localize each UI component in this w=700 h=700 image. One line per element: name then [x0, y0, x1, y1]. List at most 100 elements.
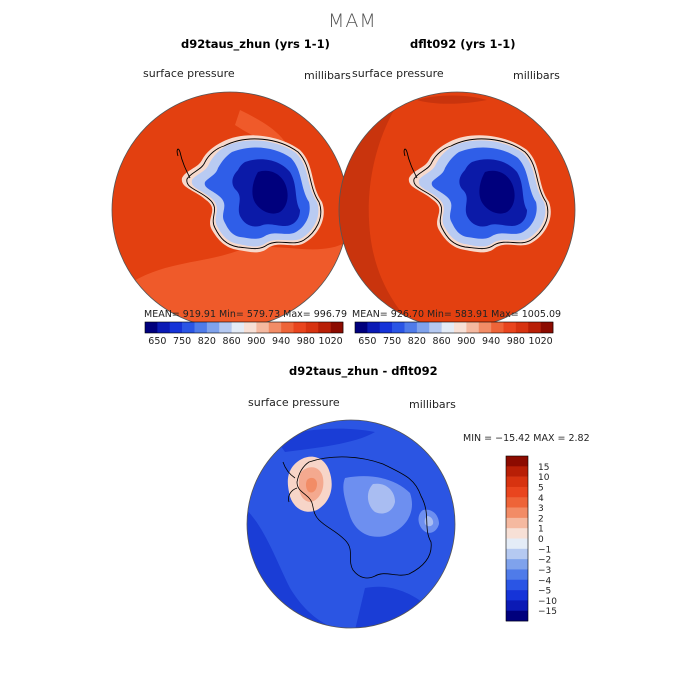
panel1-colorbar-tick-label: 650	[148, 336, 166, 347]
panel1-colorbar-swatch	[268, 322, 282, 333]
panel2-colorbar-tick-label: 900	[457, 336, 475, 347]
panel2-colorbar-swatch	[392, 322, 405, 333]
panel2-colorbar-swatch	[441, 322, 455, 333]
panel1-colorbar-swatch	[330, 322, 344, 333]
panel1-colorbar-tick-label: 980	[297, 336, 315, 347]
panel2-colorbar-swatch	[429, 322, 442, 333]
panel2-colorbar-tick-label: 650	[358, 336, 376, 347]
panel1-colorbar-swatch	[231, 322, 245, 333]
panel1-colorbar-swatch	[206, 322, 220, 333]
panel3-colorbar-tick-label: −5	[538, 587, 551, 597]
panel1-units-label: millibars	[304, 69, 351, 82]
panel3-colorbar-swatch	[506, 507, 528, 519]
panel3-colorbar-swatch	[506, 456, 528, 467]
panel3-colorbar-tick-label: 15	[538, 463, 549, 473]
panel1-colorbar-swatch	[169, 322, 183, 333]
panel3-colorbar-swatch	[506, 579, 528, 591]
panel1-colorbar-swatch	[219, 322, 232, 333]
panel3-colorbar-swatch	[506, 486, 528, 498]
panel2-colorbar-swatch	[466, 322, 480, 333]
panel2-units-label: millibars	[513, 69, 560, 82]
panel3-stats: MIN = −15.42 MAX = 2.82	[463, 433, 590, 444]
panel2-title: dflt092 (yrs 1-1)	[410, 37, 516, 51]
panel3-colorbar-tick-label: 0	[538, 535, 544, 545]
panel3-colorbar-swatch	[506, 610, 528, 622]
panel3-colorbar-tick-label: 4	[538, 494, 544, 504]
panel1-interior-core	[252, 170, 288, 214]
panel3-colorbar-swatch	[506, 497, 528, 508]
panel2-colorbar-tick-label: 980	[507, 336, 525, 347]
panel3-colorbar-tick-label: 10	[538, 473, 550, 483]
panel1-colorbar-swatch	[305, 322, 319, 333]
panel2-colorbar-tick-label: 860	[433, 336, 451, 347]
panel3-colorbar-swatch	[506, 590, 528, 601]
panel3-colorbar-swatch	[506, 517, 528, 529]
panel2-colorbar-swatch	[515, 322, 529, 333]
panel3-colorbar-tick-label: −15	[538, 607, 557, 617]
panel1-title: d92taus_zhun (yrs 1-1)	[181, 37, 330, 51]
panel3-units-label: millibars	[409, 398, 456, 411]
panel1-colorbar-swatch	[256, 322, 270, 333]
panel3-title: d92taus_zhun - dflt092	[289, 364, 438, 378]
panel2-colorbar-swatch	[416, 322, 430, 333]
panel2-colorbar-swatch	[355, 322, 368, 333]
panel2-colorbar-swatch	[478, 322, 492, 333]
panel2-colorbar-tick-label: 750	[383, 336, 401, 347]
panel3-colorbar-tick-label: 2	[538, 514, 544, 524]
panel2-map	[338, 91, 576, 329]
panel2-coastline	[403, 138, 549, 250]
panel3-colorbar-tick-label: 3	[538, 504, 544, 514]
panel2-stats: MEAN= 926.70 Min= 583.91 Max= 1005.09	[352, 309, 562, 320]
panel2-interior-core	[479, 170, 515, 214]
panel2-colorbar-swatch	[491, 322, 504, 333]
panel1-colorbar-tick-label: 820	[198, 336, 216, 347]
panel3-colorbar-tick-label: −1	[538, 545, 551, 555]
panel1-variable-label: surface pressure	[143, 67, 235, 80]
panel2-colorbar-swatch	[540, 322, 554, 333]
panel3-colorbar-swatch	[506, 548, 528, 560]
panel2-colorbar: 650 750 820 860 900 940 980 1020	[354, 321, 554, 347]
panel3-colorbar-swatch	[506, 476, 528, 488]
panel3-colorbar-swatch	[506, 559, 528, 570]
panel1-stats: MEAN= 919.91 Min= 579.73 Max= 996.79	[144, 309, 348, 320]
panel1-colorbar-tick-label: 750	[173, 336, 191, 347]
panel2-colorbar-swatch	[454, 322, 467, 333]
panel2-colorbar-swatch	[503, 322, 517, 333]
panel1-colorbar-swatch	[244, 322, 257, 333]
panel1-colorbar-tick-label: 1020	[319, 336, 343, 347]
panel2-colorbar-swatch	[367, 322, 381, 333]
panel1-colorbar-tick-label: 940	[272, 336, 290, 347]
panel2-colorbar-tick-label: 940	[482, 336, 500, 347]
panel3-colorbar-tick-label: −3	[538, 566, 551, 576]
figure-title: MAM	[328, 10, 377, 32]
panel3-colorbar-tick-label: 5	[538, 483, 544, 493]
panel1-colorbar-swatch	[281, 322, 294, 333]
panel3-colorbar-tick-label: −10	[538, 597, 557, 607]
panel3-colorbar-swatch	[506, 538, 528, 550]
panel1-colorbar-swatch	[157, 322, 171, 333]
panel2-colorbar-swatch	[379, 322, 393, 333]
panel3-variable-label: surface pressure	[248, 396, 340, 409]
panel2-colorbar-tick-label: 1020	[529, 336, 553, 347]
panel1-colorbar-tick-label: 860	[223, 336, 241, 347]
panel1-map	[111, 91, 349, 329]
panel1-colorbar-swatch	[182, 322, 195, 333]
panel2-colorbar-swatch	[404, 322, 418, 333]
panel1-coastline	[176, 138, 322, 250]
panel2-variable-label: surface pressure	[352, 67, 444, 80]
panel1-colorbar-swatch	[145, 322, 158, 333]
panel3-colorbar-tick-label: −4	[538, 576, 552, 586]
panel2-colorbar-swatch	[528, 322, 541, 333]
panel3-colorbar-tick-label: 1	[538, 525, 544, 535]
panel1-colorbar-swatch	[293, 322, 307, 333]
panel3-map	[246, 419, 456, 629]
panel1-colorbar: 650 750 820 860 900 940 980 1020	[144, 321, 344, 347]
panel3-colorbar-swatch	[506, 569, 528, 581]
panel3-colorbar-swatch	[506, 528, 528, 539]
panel1-ocean-lowband	[112, 240, 348, 328]
panel3-colorbar-swatch	[506, 600, 528, 611]
panel1-colorbar-swatch	[194, 322, 208, 333]
panel3-coastline	[282, 456, 432, 579]
panel1-colorbar-swatch	[318, 322, 331, 333]
